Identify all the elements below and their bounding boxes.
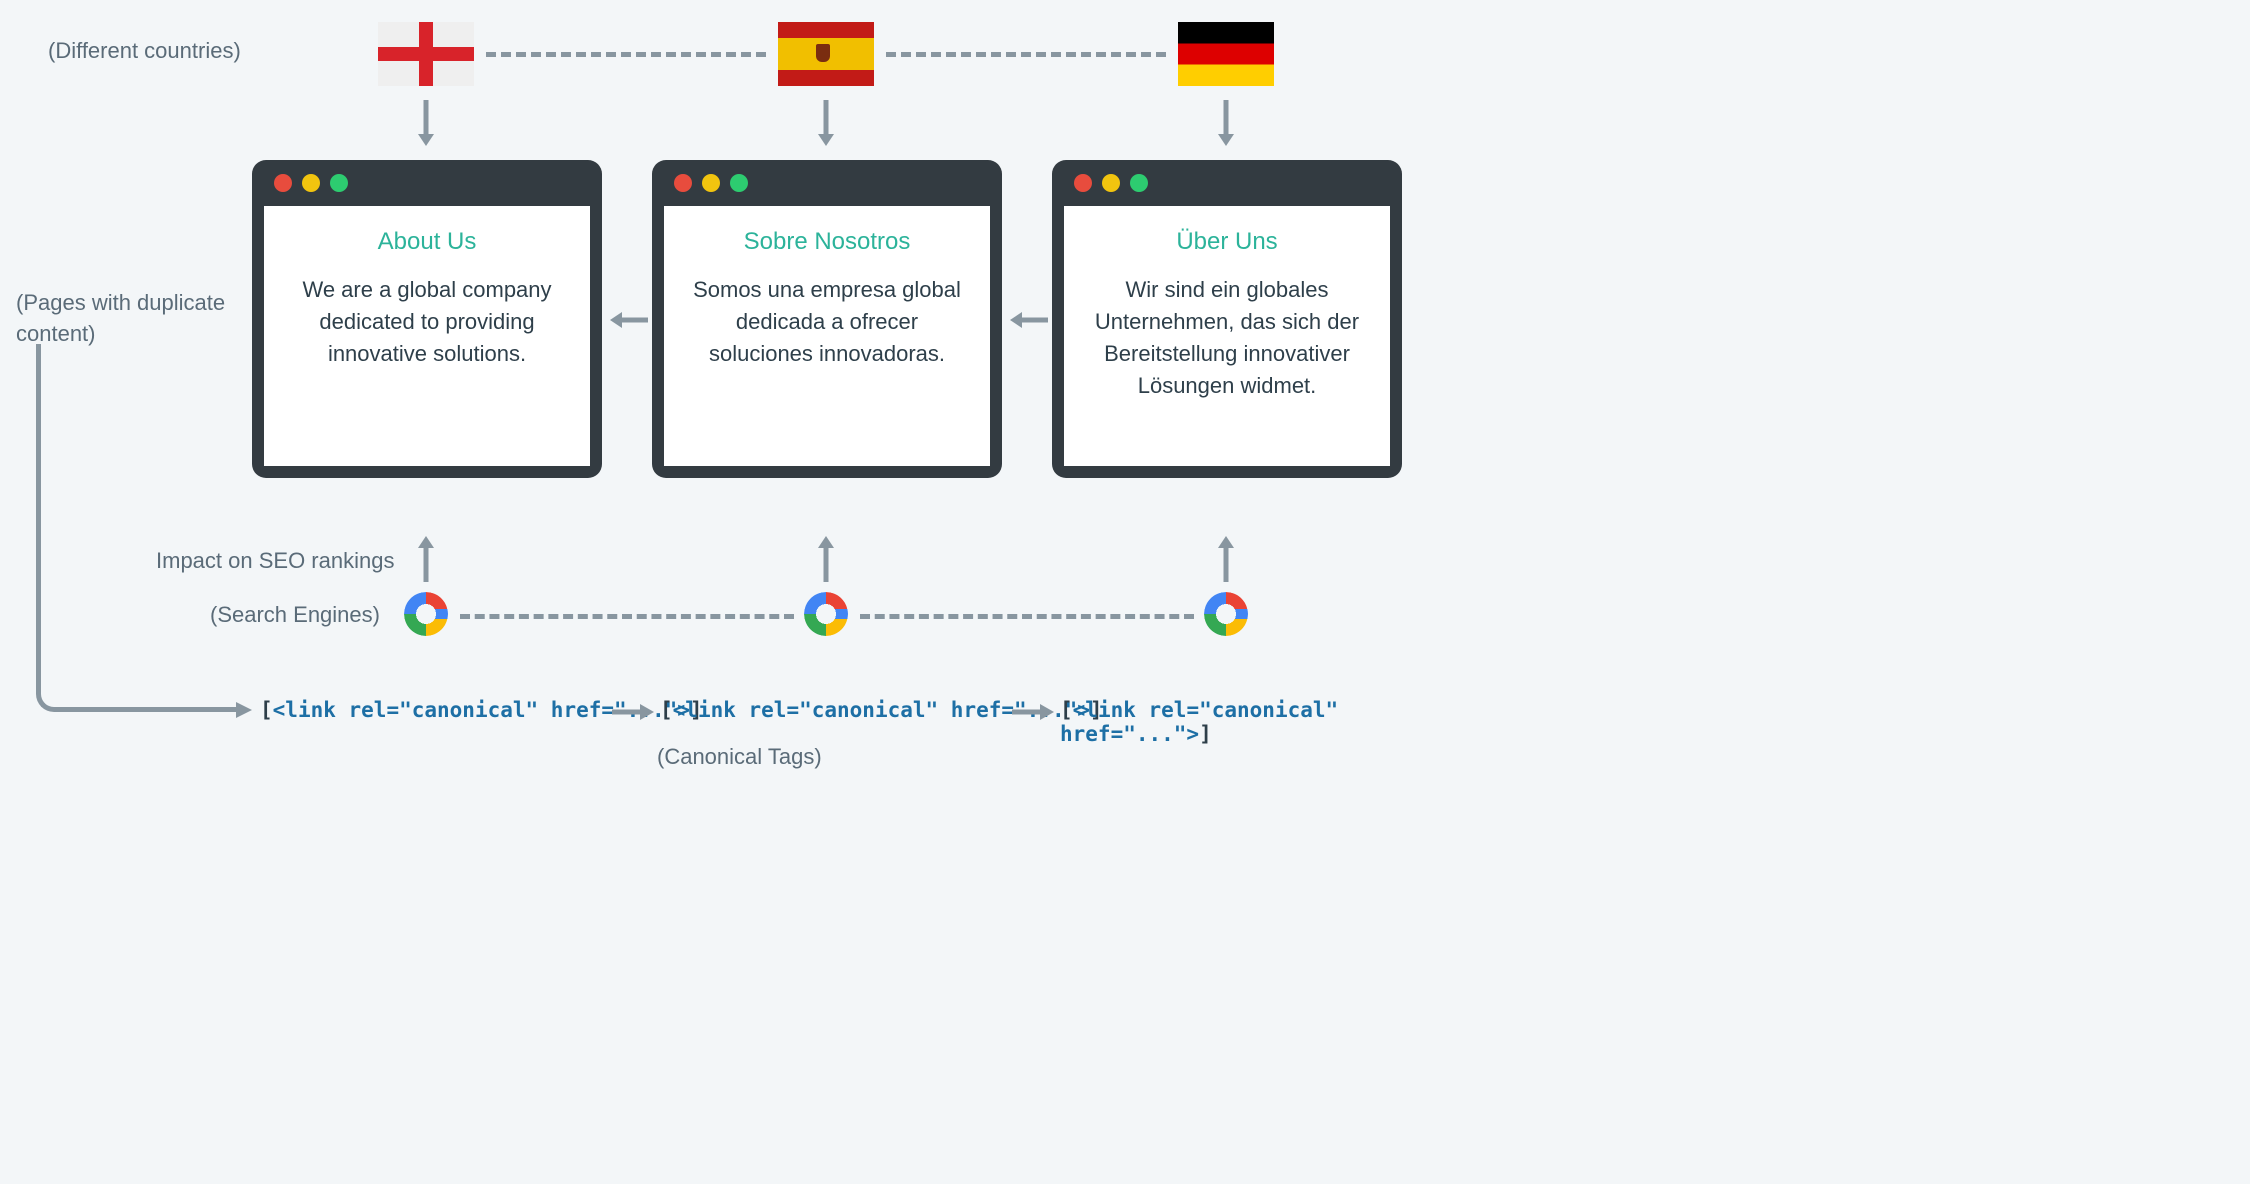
arrow-up-seo-3 bbox=[1216, 534, 1236, 582]
minimize-icon bbox=[302, 174, 320, 192]
google-icon-3 bbox=[1204, 592, 1248, 636]
page-title: Über Uns bbox=[1082, 228, 1372, 256]
page-body: Somos una empresa global dedicada a ofre… bbox=[682, 274, 972, 370]
maximize-icon bbox=[730, 174, 748, 192]
close-icon bbox=[674, 174, 692, 192]
connector-elbow bbox=[36, 344, 236, 712]
maximize-icon bbox=[330, 174, 348, 192]
window-titlebar bbox=[264, 160, 590, 206]
page-window-es: Sobre Nosotros Somos una empresa global … bbox=[652, 160, 1002, 478]
arrow-up-seo-1 bbox=[416, 534, 436, 582]
arrow-down-2 bbox=[816, 100, 836, 148]
minimize-icon bbox=[1102, 174, 1120, 192]
arrow-right-elbow bbox=[232, 700, 256, 720]
page-window-en: About Us We are a global company dedicat… bbox=[252, 160, 602, 478]
minimize-icon bbox=[702, 174, 720, 192]
label-duplicate: (Pages with duplicate content) bbox=[16, 288, 246, 350]
page-title: About Us bbox=[282, 228, 572, 256]
page-window-de: Über Uns Wir sind ein globales Unternehm… bbox=[1052, 160, 1402, 478]
dash-flags-2 bbox=[886, 52, 1166, 57]
close-icon bbox=[274, 174, 292, 192]
arrow-down-3 bbox=[1216, 100, 1236, 148]
label-countries: (Different countries) bbox=[48, 38, 241, 64]
window-titlebar bbox=[664, 160, 990, 206]
flag-spain bbox=[778, 22, 874, 86]
maximize-icon bbox=[1130, 174, 1148, 192]
google-icon-1 bbox=[404, 592, 448, 636]
arrow-down-1 bbox=[416, 100, 436, 148]
page-body: Wir sind ein globales Unternehmen, das s… bbox=[1082, 274, 1372, 402]
page-content: Über Uns Wir sind ein globales Unternehm… bbox=[1064, 206, 1390, 466]
page-body: We are a global company dedicated to pro… bbox=[282, 274, 572, 370]
canonical-tag-3: [<link rel="canonical" href="...">] bbox=[1060, 698, 1500, 746]
page-title: Sobre Nosotros bbox=[682, 228, 972, 256]
arrow-up-seo-2 bbox=[816, 534, 836, 582]
page-content: Sobre Nosotros Somos una empresa global … bbox=[664, 206, 990, 466]
label-canonical-tags: (Canonical Tags) bbox=[657, 744, 822, 770]
arrow-right-canon-2 bbox=[1012, 702, 1056, 722]
dash-google-2 bbox=[860, 614, 1194, 619]
arrow-right-canon-1 bbox=[612, 702, 656, 722]
flag-england bbox=[378, 22, 474, 86]
arrow-left-1 bbox=[608, 310, 648, 330]
close-icon bbox=[1074, 174, 1092, 192]
flag-germany bbox=[1178, 22, 1274, 86]
page-content: About Us We are a global company dedicat… bbox=[264, 206, 590, 466]
dash-google-1 bbox=[460, 614, 794, 619]
google-icon-2 bbox=[804, 592, 848, 636]
dash-flags-1 bbox=[486, 52, 766, 57]
arrow-left-2 bbox=[1008, 310, 1048, 330]
window-titlebar bbox=[1064, 160, 1390, 206]
